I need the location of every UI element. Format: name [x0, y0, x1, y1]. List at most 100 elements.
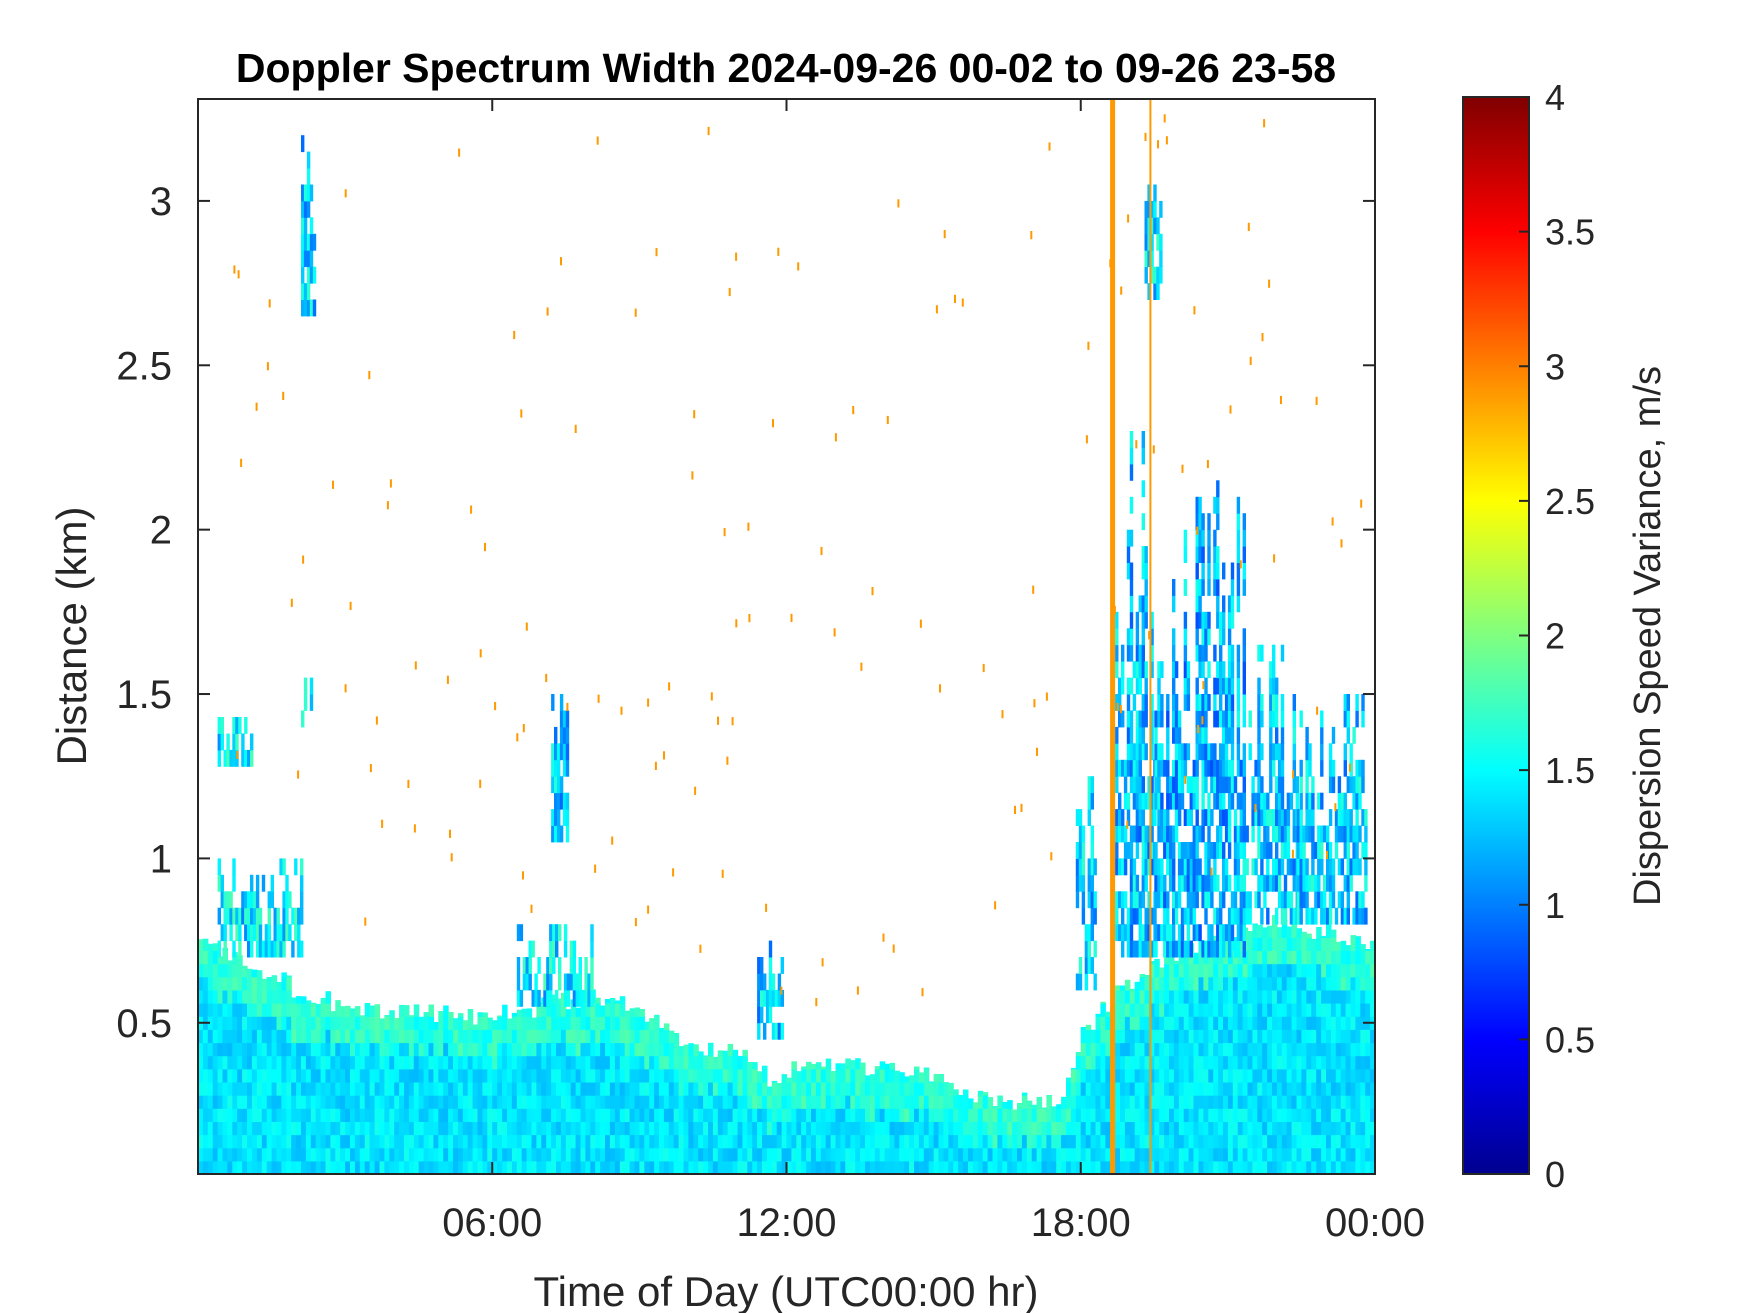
- heatmap-cell: [301, 250, 305, 268]
- heatmap-cell: [869, 1147, 876, 1162]
- heatmap-cell: [1213, 1095, 1219, 1109]
- heatmap-cell: [1149, 1160, 1155, 1174]
- noise-cell: [735, 619, 738, 628]
- heatmap-cell: [1178, 989, 1185, 1004]
- heatmap-cell: [1223, 989, 1229, 1004]
- heatmap-cell: [309, 250, 314, 268]
- heatmap-cell: [374, 1042, 381, 1057]
- heatmap-cell: [840, 1108, 846, 1122]
- heatmap-cell: [1012, 1109, 1018, 1123]
- heatmap-cell: [1081, 858, 1086, 876]
- heatmap-cell: [879, 1082, 886, 1096]
- heatmap-cell: [595, 1042, 601, 1057]
- heatmap-cell: [1150, 200, 1154, 218]
- heatmap-cell: [585, 1029, 591, 1044]
- heatmap-cell: [742, 1049, 748, 1057]
- heatmap-cell: [585, 1042, 591, 1057]
- heatmap-cell: [1041, 1160, 1047, 1174]
- heatmap-cell: [609, 1016, 616, 1030]
- heatmap-cell: [619, 1055, 626, 1070]
- heatmap-cell: [572, 940, 577, 958]
- heatmap-cell: [1275, 677, 1279, 695]
- heatmap-cell: [619, 1108, 626, 1122]
- heatmap-cell: [457, 1147, 464, 1162]
- noise-cell: [446, 675, 449, 684]
- heatmap-cell: [1105, 1068, 1111, 1083]
- heatmap-cell: [1189, 940, 1193, 958]
- heatmap-cell: [546, 1121, 552, 1136]
- heatmap-cell: [256, 1121, 263, 1136]
- heatmap-cell: [629, 1082, 636, 1096]
- heatmap-cell: [1222, 677, 1226, 695]
- heatmap-cell: [1316, 1108, 1322, 1122]
- heatmap-cell: [1120, 1068, 1126, 1083]
- heatmap-cell: [1230, 891, 1235, 909]
- heatmap-cell: [232, 1147, 238, 1162]
- heatmap-cell: [1203, 1003, 1209, 1017]
- heatmap-cell: [1135, 842, 1140, 859]
- noise-cell: [364, 917, 367, 926]
- heatmap-cell: [1213, 694, 1217, 711]
- heatmap-cell: [369, 1068, 376, 1083]
- heatmap-cell: [1115, 1055, 1121, 1070]
- heatmap-cell: [556, 1108, 562, 1122]
- heatmap-cell: [1266, 842, 1270, 859]
- heatmap-cell: [820, 1147, 827, 1162]
- noise-cell: [1210, 867, 1213, 876]
- heatmap-cell: [1232, 976, 1239, 991]
- heatmap-cell: [600, 1082, 606, 1096]
- heatmap-cell: [1183, 976, 1190, 991]
- heatmap-cell: [562, 809, 567, 826]
- heatmap-cell: [1355, 1134, 1361, 1149]
- heatmap-cell: [1219, 792, 1223, 810]
- heatmap-cell: [1272, 1068, 1278, 1083]
- heatmap-cell: [1330, 1068, 1337, 1083]
- heatmap-cell: [629, 1042, 636, 1057]
- heatmap-cell: [1233, 842, 1238, 859]
- heatmap-cell: [399, 1108, 405, 1122]
- heatmap-cell: [1164, 1134, 1170, 1149]
- heatmap-cell: [747, 1082, 753, 1096]
- heatmap-cell: [394, 1147, 400, 1162]
- heatmap-cell: [1144, 1042, 1150, 1057]
- heatmap-cell: [879, 1160, 886, 1174]
- heatmap-cell: [585, 1121, 591, 1136]
- heatmap-cell: [1147, 940, 1151, 958]
- heatmap-cell: [560, 1134, 567, 1149]
- heatmap-cell: [1337, 809, 1342, 826]
- heatmap-cell: [742, 1095, 748, 1109]
- heatmap-cell: [1121, 924, 1125, 942]
- heatmap-cell: [1169, 940, 1173, 958]
- heatmap-cell: [1291, 976, 1298, 991]
- heatmap-cell: [1169, 1068, 1175, 1083]
- heatmap-cell: [241, 749, 245, 767]
- heatmap-cell: [1208, 976, 1214, 991]
- heatmap-cell: [565, 1029, 572, 1044]
- heatmap-cell: [855, 1095, 861, 1109]
- heatmap-cell: [938, 1147, 944, 1162]
- heatmap-cell: [933, 1121, 940, 1136]
- noise-cell: [780, 986, 783, 995]
- heatmap-cell: [1275, 726, 1279, 744]
- heatmap-cell: [1093, 940, 1097, 958]
- heatmap-cell: [1345, 1016, 1352, 1030]
- heatmap-cell: [207, 1016, 214, 1030]
- heatmap-cell: [551, 1095, 557, 1109]
- heatmap-cell: [884, 1095, 891, 1109]
- heatmap-cell: [1154, 858, 1158, 876]
- heatmap-cell: [747, 1095, 753, 1109]
- heatmap-cell: [600, 1029, 606, 1044]
- heatmap-cell: [1262, 1082, 1268, 1096]
- heatmap-cell: [1267, 1055, 1273, 1070]
- heatmap-cell: [1237, 1055, 1244, 1070]
- heatmap-cell: [1299, 842, 1303, 859]
- heatmap-cell: [1296, 989, 1302, 1004]
- heatmap-cell: [560, 1121, 567, 1136]
- heatmap-cell: [1195, 743, 1199, 761]
- heatmap-cell: [1115, 891, 1119, 909]
- heatmap-cell: [1262, 989, 1268, 1004]
- heatmap-cell: [330, 1029, 336, 1044]
- heatmap-cell: [1280, 809, 1285, 826]
- heatmap-cell: [217, 717, 221, 734]
- heatmap-cell: [238, 907, 242, 925]
